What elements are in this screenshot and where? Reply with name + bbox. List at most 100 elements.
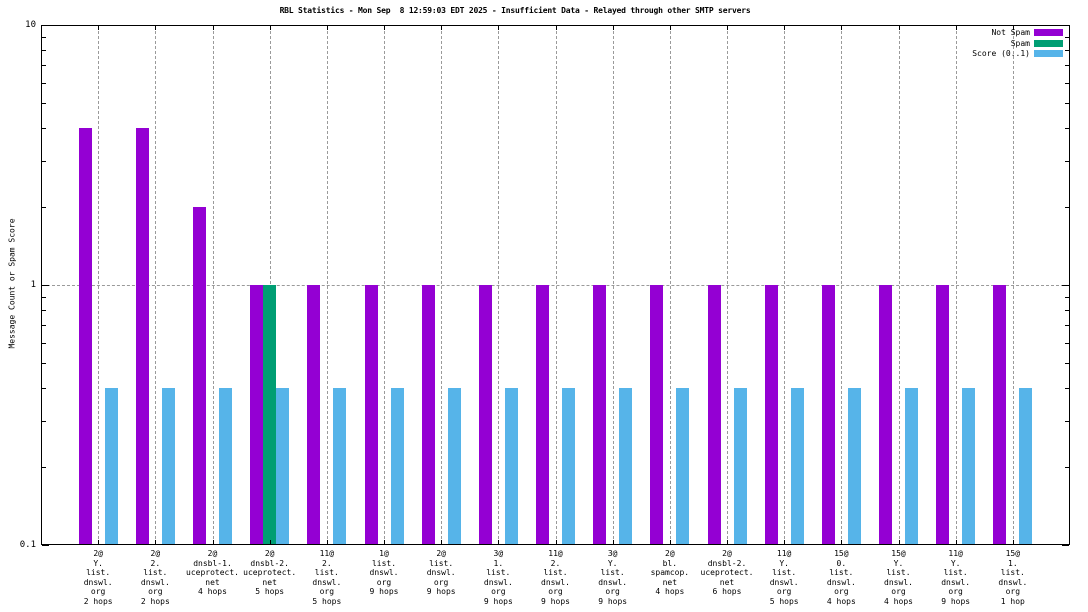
x-tick-label: 3@ Y. list. dnswl. org 9 hops xyxy=(598,549,628,606)
bar-score-0-1 xyxy=(962,388,976,544)
x-tick xyxy=(212,540,214,544)
y-minor-tick xyxy=(1065,388,1069,390)
bar-spam xyxy=(263,285,277,544)
x-tick xyxy=(784,540,786,544)
bar-not-spam xyxy=(764,285,778,544)
bar-not-spam xyxy=(307,285,321,544)
y-major-tick xyxy=(42,25,49,26)
x-tick-label: 2@ dnsbl-1. uceprotect. net 4 hops xyxy=(186,549,239,596)
x-tick xyxy=(898,540,900,544)
x-tick xyxy=(155,26,157,30)
legend-swatch-not-spam xyxy=(1034,29,1063,36)
y-tick-label: 1 xyxy=(30,280,36,290)
y-minor-tick xyxy=(1065,420,1069,422)
y-minor-tick xyxy=(42,388,46,390)
x-tick xyxy=(555,540,557,544)
x-tick xyxy=(498,540,500,544)
bar-not-spam xyxy=(250,285,264,544)
x-tick xyxy=(269,540,271,544)
x-tick-label: 2@ list. dnswl. org 9 hops xyxy=(426,549,456,596)
x-tick-label: 11@ Y. list. dnswl. org 5 hops xyxy=(769,549,799,606)
y-minor-tick xyxy=(1065,296,1069,298)
y-major-tick xyxy=(42,285,49,286)
x-tick xyxy=(898,26,900,30)
x-tick xyxy=(98,540,100,544)
y-minor-tick xyxy=(1065,466,1069,468)
x-tick xyxy=(384,26,385,30)
bar-not-spam xyxy=(879,285,892,544)
y-minor-tick xyxy=(42,206,46,208)
y-minor-tick xyxy=(42,103,46,105)
plot-border xyxy=(41,25,1070,545)
legend-label-score-0-1: Score (0..1) xyxy=(972,49,1030,58)
x-tick xyxy=(841,26,843,30)
chart-title: RBL Statistics - Mon Sep 8 12:59:03 EDT … xyxy=(279,6,751,15)
x-tick-label: 11@ 2. list. dnswl. org 9 hops xyxy=(541,549,570,606)
x-tick xyxy=(727,540,728,544)
y-minor-tick xyxy=(1065,325,1069,327)
y-minor-tick xyxy=(42,466,46,468)
y-major-tick xyxy=(42,545,49,546)
legend-swatch-score-0-1 xyxy=(1034,50,1063,57)
bar-not-spam xyxy=(193,206,206,544)
x-tick-label: 2@ dnsbl-2. uceprotect. net 5 hops xyxy=(243,549,297,596)
y-minor-tick xyxy=(42,325,46,327)
y-minor-tick xyxy=(42,363,46,365)
x-tick xyxy=(955,540,957,544)
y-minor-tick xyxy=(1065,206,1069,208)
x-tick-label: 15@ 1. list. dnswl. org 1 hop xyxy=(998,549,1028,606)
x-tick xyxy=(669,26,671,30)
bar-score-0-1 xyxy=(104,388,118,544)
y-minor-tick xyxy=(1065,363,1069,365)
x-tick-label: 2@ 2. list. dnswl. org 2 hops xyxy=(140,549,170,606)
bar-score-0-1 xyxy=(562,388,575,544)
bar-not-spam xyxy=(993,285,1007,544)
x-tick xyxy=(98,26,100,30)
x-tick xyxy=(326,26,328,30)
x-tick-label: 15@ Y. list. dnswl. org 4 hops xyxy=(884,549,913,606)
bar-score-0-1 xyxy=(905,388,918,544)
x-tick-label: 3@ 1. list. dnswl. org 9 hops xyxy=(483,549,513,606)
y-minor-tick xyxy=(42,65,46,67)
bar-not-spam xyxy=(536,285,549,544)
bar-score-0-1 xyxy=(333,388,347,544)
x-tick xyxy=(1012,540,1014,544)
x-tick xyxy=(326,540,328,544)
x-tick xyxy=(1012,26,1014,30)
bar-score-0-1 xyxy=(847,388,861,544)
y-major-tick xyxy=(1062,25,1069,26)
y-minor-tick xyxy=(42,36,46,38)
y-minor-tick xyxy=(42,82,46,84)
y-minor-tick xyxy=(42,128,46,130)
bar-not-spam xyxy=(650,285,664,544)
y-minor-tick xyxy=(1065,50,1069,52)
bar-not-spam xyxy=(135,128,149,544)
y-gridline xyxy=(42,285,1069,286)
y-minor-tick xyxy=(1065,128,1069,130)
x-tick-label: 2@ bl. spamcop. net 4 hops xyxy=(650,549,690,596)
bar-score-0-1 xyxy=(447,388,461,544)
y-minor-tick xyxy=(42,342,46,344)
bar-score-0-1 xyxy=(219,388,232,544)
bar-not-spam xyxy=(78,128,92,544)
y-minor-tick xyxy=(1065,342,1069,344)
x-tick xyxy=(669,540,671,544)
bar-score-0-1 xyxy=(390,388,404,544)
y-major-tick xyxy=(1062,545,1069,546)
x-tick xyxy=(555,26,557,30)
x-tick xyxy=(955,26,957,30)
x-tick xyxy=(441,26,443,30)
x-tick xyxy=(441,540,443,544)
bar-score-0-1 xyxy=(161,388,175,544)
bar-score-0-1 xyxy=(504,388,518,544)
bar-score-0-1 xyxy=(619,388,633,544)
x-tick-label: 15@ 0. list. dnswl. org 4 hops xyxy=(826,549,856,606)
bar-score-0-1 xyxy=(733,388,747,544)
y-minor-tick xyxy=(42,50,46,52)
x-tick xyxy=(612,540,614,544)
y-minor-tick xyxy=(42,296,46,298)
x-tick xyxy=(269,26,271,30)
x-tick xyxy=(841,540,843,544)
bar-not-spam xyxy=(421,285,435,544)
